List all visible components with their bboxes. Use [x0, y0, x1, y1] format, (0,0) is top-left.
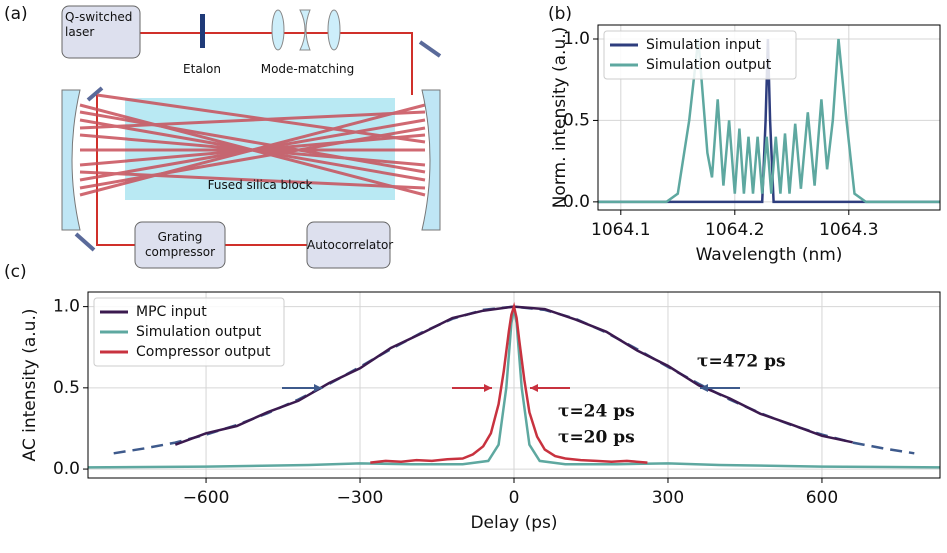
arrow-head [314, 384, 322, 392]
cavity-beams [79, 93, 426, 197]
x-tick-label: 1064.1 [591, 220, 650, 240]
legend-label: Simulation output [646, 57, 772, 73]
x-tick-label: −600 [183, 488, 230, 508]
y-tick-label: 0.0 [53, 459, 80, 479]
y-tick-label: 1.0 [563, 29, 590, 49]
x-tick-label: 1064.2 [705, 220, 764, 240]
panel-label: (b) [548, 4, 572, 24]
data-line [598, 38, 940, 204]
legend-label: MPC input [136, 304, 207, 320]
etalon [200, 14, 205, 48]
y-tick-label: 0.0 [563, 192, 590, 212]
x-tick-label: 0 [509, 488, 520, 508]
y-tick-label: 0.5 [53, 378, 80, 398]
compressor-box [134, 221, 226, 269]
x-axis-label: Wavelength (nm) [696, 245, 843, 265]
x-tick-label: 300 [652, 488, 684, 508]
mpc-mirror [421, 89, 441, 231]
node-label: Grating compressor [144, 230, 216, 259]
x-axis-label: Delay (ps) [470, 513, 557, 533]
mirror [74, 232, 96, 252]
annotation: τ=20 ps [558, 428, 635, 448]
axes-frame [87, 291, 941, 479]
lens [271, 9, 285, 51]
mirror [86, 86, 104, 102]
node-label: Q-switched laser [65, 10, 133, 39]
annotation: τ=472 ps [697, 352, 786, 372]
legend-label: Compressor output [136, 344, 271, 360]
node-label: Mode-matching [260, 62, 355, 76]
lens [299, 9, 311, 51]
arrow-head [700, 384, 708, 392]
autocorrelator-box [306, 221, 391, 269]
x-tick-label: −300 [337, 488, 384, 508]
x-tick-label: 1064.3 [819, 220, 878, 240]
plot-area [88, 301, 940, 469]
beam [96, 95, 135, 246]
panel-label: (a) [4, 4, 28, 24]
y-tick-label: 1.0 [53, 297, 80, 317]
arrow-head [530, 384, 538, 392]
y-axis-label: Norm. intensity (a.u.) [550, 27, 570, 209]
lens [327, 9, 341, 51]
y-axis-label: AC intensity (a.u.) [20, 309, 40, 462]
node-label: Autocorrelator [307, 238, 394, 252]
setup-diagram: (a) [4, 4, 442, 269]
beam [140, 32, 413, 95]
panel-label: (c) [4, 262, 27, 282]
axes-frame [597, 24, 941, 211]
annotation: τ=24 ps [558, 402, 635, 422]
legend-label: Simulation output [136, 324, 262, 340]
laser-box [61, 5, 141, 59]
y-tick-label: 0.5 [563, 110, 590, 130]
legend-box [93, 297, 285, 367]
x-tick-label: 600 [806, 488, 838, 508]
data-line [370, 301, 648, 464]
node-label: Fused silica block [207, 178, 313, 192]
mirror [418, 40, 442, 58]
mpc-mirror [61, 89, 81, 231]
node-label: Etalon [183, 62, 221, 76]
legend-label: Simulation input [646, 37, 762, 53]
legend-box [603, 30, 797, 80]
arrow-head [484, 384, 492, 392]
